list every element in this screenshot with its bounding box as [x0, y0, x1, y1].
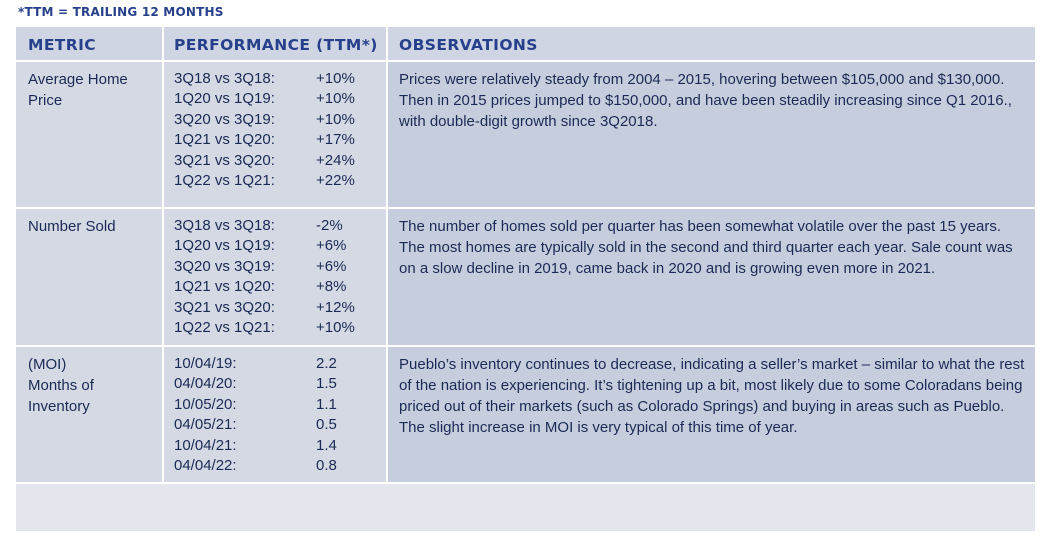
- header-cell-metric: METRIC: [16, 27, 162, 60]
- performance-value: 1.4: [316, 436, 337, 454]
- header-metric: METRIC: [28, 36, 97, 54]
- performance-item: 04/05/21: 0.5: [174, 415, 374, 435]
- performance-period: 1Q22 vs 1Q21:: [174, 318, 275, 336]
- performance-value: 1.5: [316, 375, 337, 393]
- table-row: Average Home Price 3Q18 vs 3Q18: +10% 1Q2…: [16, 62, 1035, 207]
- table-row: (MOI) Months of Inventory 10/04/19: 2.2 0…: [16, 347, 1035, 482]
- observation-text: The number of homes sold per quarter has…: [399, 218, 1013, 277]
- performance-list: 10/04/19: 2.2 04/04/20: 1.5 10/05/20: 1.1 0…: [174, 354, 374, 476]
- performance-item: 1Q21 vs 1Q20: +17%: [174, 130, 374, 150]
- table-row: Number Sold 3Q18 vs 3Q18: -2% 1Q20 vs 1Q1…: [16, 209, 1035, 345]
- performance-period: 04/04/20:: [174, 375, 237, 393]
- performance-item: 3Q21 vs 3Q20: +24%: [174, 151, 374, 171]
- performance-value: +10%: [316, 110, 355, 128]
- empty-cell: [16, 484, 1035, 531]
- performance-list: 3Q18 vs 3Q18: -2% 1Q20 vs 1Q19: +6% 3Q20 v…: [174, 216, 374, 338]
- performance-item: 3Q18 vs 3Q18: +10%: [174, 69, 374, 89]
- performance-value: 0.5: [316, 416, 337, 434]
- performance-period: 1Q22 vs 1Q21:: [174, 171, 275, 189]
- header-observations: OBSERVATIONS: [399, 36, 538, 54]
- performance-period: 3Q20 vs 3Q19:: [174, 257, 275, 275]
- performance-cell: 3Q18 vs 3Q18: -2% 1Q20 vs 1Q19: +6% 3Q20 v…: [164, 209, 386, 345]
- performance-item: 04/04/22: 0.8: [174, 456, 374, 476]
- performance-item: 3Q21 vs 3Q20: +12%: [174, 298, 374, 318]
- performance-period: 1Q20 vs 1Q19:: [174, 237, 275, 255]
- performance-period: 1Q20 vs 1Q19:: [174, 90, 275, 108]
- performance-period: 3Q21 vs 3Q20:: [174, 151, 275, 169]
- performance-value: +17%: [316, 131, 355, 149]
- performance-period: 3Q20 vs 3Q19:: [174, 110, 275, 128]
- performance-item: 1Q20 vs 1Q19: +10%: [174, 89, 374, 109]
- observation-text: Pueblo’s inventory continues to decrease…: [399, 356, 1025, 436]
- performance-value: -2%: [316, 217, 343, 234]
- observation-cell: Pueblo’s inventory continues to decrease…: [388, 347, 1035, 482]
- performance-item: 1Q21 vs 1Q20: +8%: [174, 277, 374, 297]
- performance-item: 10/05/20: 1.1: [174, 395, 374, 415]
- performance-period: 10/04/19:: [174, 355, 237, 372]
- observation-text: Prices were relatively steady from 2004 …: [399, 71, 1012, 130]
- performance-value: +10%: [316, 318, 355, 336]
- metric-cell: (MOI) Months of Inventory: [16, 347, 162, 482]
- performance-period: 3Q18 vs 3Q18:: [174, 70, 275, 87]
- performance-value: 0.8: [316, 456, 337, 474]
- performance-item: 1Q20 vs 1Q19: +6%: [174, 236, 374, 256]
- performance-cell: 3Q18 vs 3Q18: +10% 1Q20 vs 1Q19: +10% 3Q20…: [164, 62, 386, 207]
- empty-table-row: [16, 484, 1035, 531]
- performance-value: +10%: [316, 70, 355, 87]
- observation-cell: The number of homes sold per quarter has…: [388, 209, 1035, 345]
- performance-item: 04/04/20: 1.5: [174, 374, 374, 394]
- performance-item: 1Q22 vs 1Q21: +22%: [174, 171, 374, 191]
- performance-item: 10/04/21: 1.4: [174, 436, 374, 456]
- header-cell-performance: PERFORMANCE (TTM*): [164, 27, 386, 60]
- performance-item: 1Q22 vs 1Q21: +10%: [174, 318, 374, 338]
- metric-label: (MOI) Months of Inventory: [28, 356, 94, 415]
- table-header-row: METRIC PERFORMANCE (TTM*) OBSERVATIONS: [16, 27, 1035, 60]
- performance-period: 10/05/20:: [174, 395, 237, 413]
- performance-value: +22%: [316, 171, 355, 189]
- performance-item: 3Q18 vs 3Q18: -2%: [174, 216, 374, 236]
- metrics-table: METRIC PERFORMANCE (TTM*) OBSERVATIONS A…: [16, 27, 1035, 531]
- footnote: *TTM = TRAILING 12 MONTHS: [18, 5, 224, 19]
- performance-value: +24%: [316, 151, 355, 169]
- performance-period: 04/05/21:: [174, 416, 237, 434]
- performance-list: 3Q18 vs 3Q18: +10% 1Q20 vs 1Q19: +10% 3Q20…: [174, 69, 374, 191]
- performance-period: 04/04/22:: [174, 456, 237, 474]
- performance-value: 2.2: [316, 355, 337, 372]
- performance-period: 1Q21 vs 1Q20:: [174, 131, 275, 149]
- performance-period: 3Q18 vs 3Q18:: [174, 217, 275, 234]
- metric-label: Average Home Price: [28, 71, 128, 109]
- performance-period: 10/04/21:: [174, 436, 237, 454]
- performance-item: 3Q20 vs 3Q19: +10%: [174, 110, 374, 130]
- metric-label: Number Sold: [28, 218, 116, 235]
- performance-item: 3Q20 vs 3Q19: +6%: [174, 257, 374, 277]
- performance-period: 3Q21 vs 3Q20:: [174, 298, 275, 316]
- performance-value: +10%: [316, 90, 355, 108]
- metric-cell: Number Sold: [16, 209, 162, 345]
- performance-value: +8%: [316, 278, 347, 296]
- header-cell-observations: OBSERVATIONS: [388, 27, 1035, 60]
- performance-item: 10/04/19: 2.2: [174, 354, 374, 374]
- performance-value: 1.1: [316, 395, 337, 413]
- performance-value: +12%: [316, 298, 355, 316]
- performance-cell: 10/04/19: 2.2 04/04/20: 1.5 10/05/20: 1.1 0…: [164, 347, 386, 482]
- observation-cell: Prices were relatively steady from 2004 …: [388, 62, 1035, 207]
- performance-value: +6%: [316, 257, 347, 275]
- metric-cell: Average Home Price: [16, 62, 162, 207]
- header-performance: PERFORMANCE (TTM*): [174, 36, 378, 54]
- performance-value: +6%: [316, 237, 347, 255]
- performance-period: 1Q21 vs 1Q20:: [174, 278, 275, 296]
